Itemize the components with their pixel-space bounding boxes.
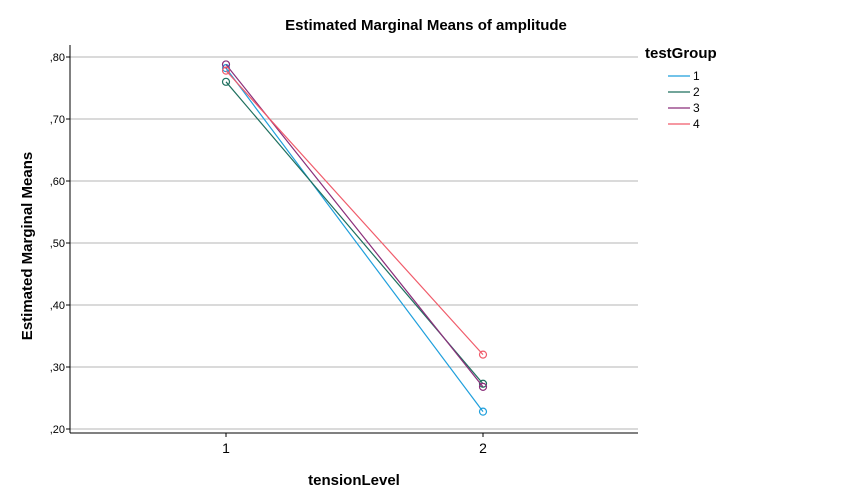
data-point-2 — [221, 77, 231, 86]
x-tick-label: 2 — [479, 440, 487, 456]
series-line-1 — [225, 67, 484, 412]
y-tick-label: ,20 — [50, 424, 65, 436]
y-tick-label: ,80 — [50, 52, 65, 64]
data-point-4 — [221, 66, 231, 75]
data-point-3 — [478, 382, 488, 391]
axes: ,20 ,30 ,40 ,50 ,60 ,70 ,80 1 2 — [50, 45, 638, 456]
data-point-2 — [478, 379, 488, 388]
legend-label-4: 4 — [693, 117, 700, 131]
y-tick-label: ,60 — [50, 176, 65, 188]
y-tick-label: ,30 — [50, 362, 65, 374]
y-axis-label: Estimated Marginal Means — [19, 152, 36, 340]
data-point-1 — [478, 407, 488, 416]
legend-label-1: 1 — [693, 69, 700, 83]
chart-title: Estimated Marginal Means of amplitude — [285, 17, 567, 34]
data-point-3 — [221, 60, 231, 69]
y-tick-label: ,50 — [50, 238, 65, 250]
series-line-4 — [225, 70, 484, 356]
legend-title: testGroup — [645, 45, 717, 62]
grid — [70, 56, 638, 430]
x-axis-label: tensionLevel — [308, 472, 400, 489]
y-tick-label: ,70 — [50, 114, 65, 126]
legend-label-3: 3 — [693, 101, 700, 115]
series-group — [221, 60, 488, 416]
y-tick-label: ,40 — [50, 300, 65, 312]
data-point-4 — [478, 350, 488, 359]
x-tick-label: 1 — [222, 440, 230, 456]
legend-label-2: 2 — [693, 85, 700, 99]
legend: 1 2 3 4 — [668, 69, 700, 131]
